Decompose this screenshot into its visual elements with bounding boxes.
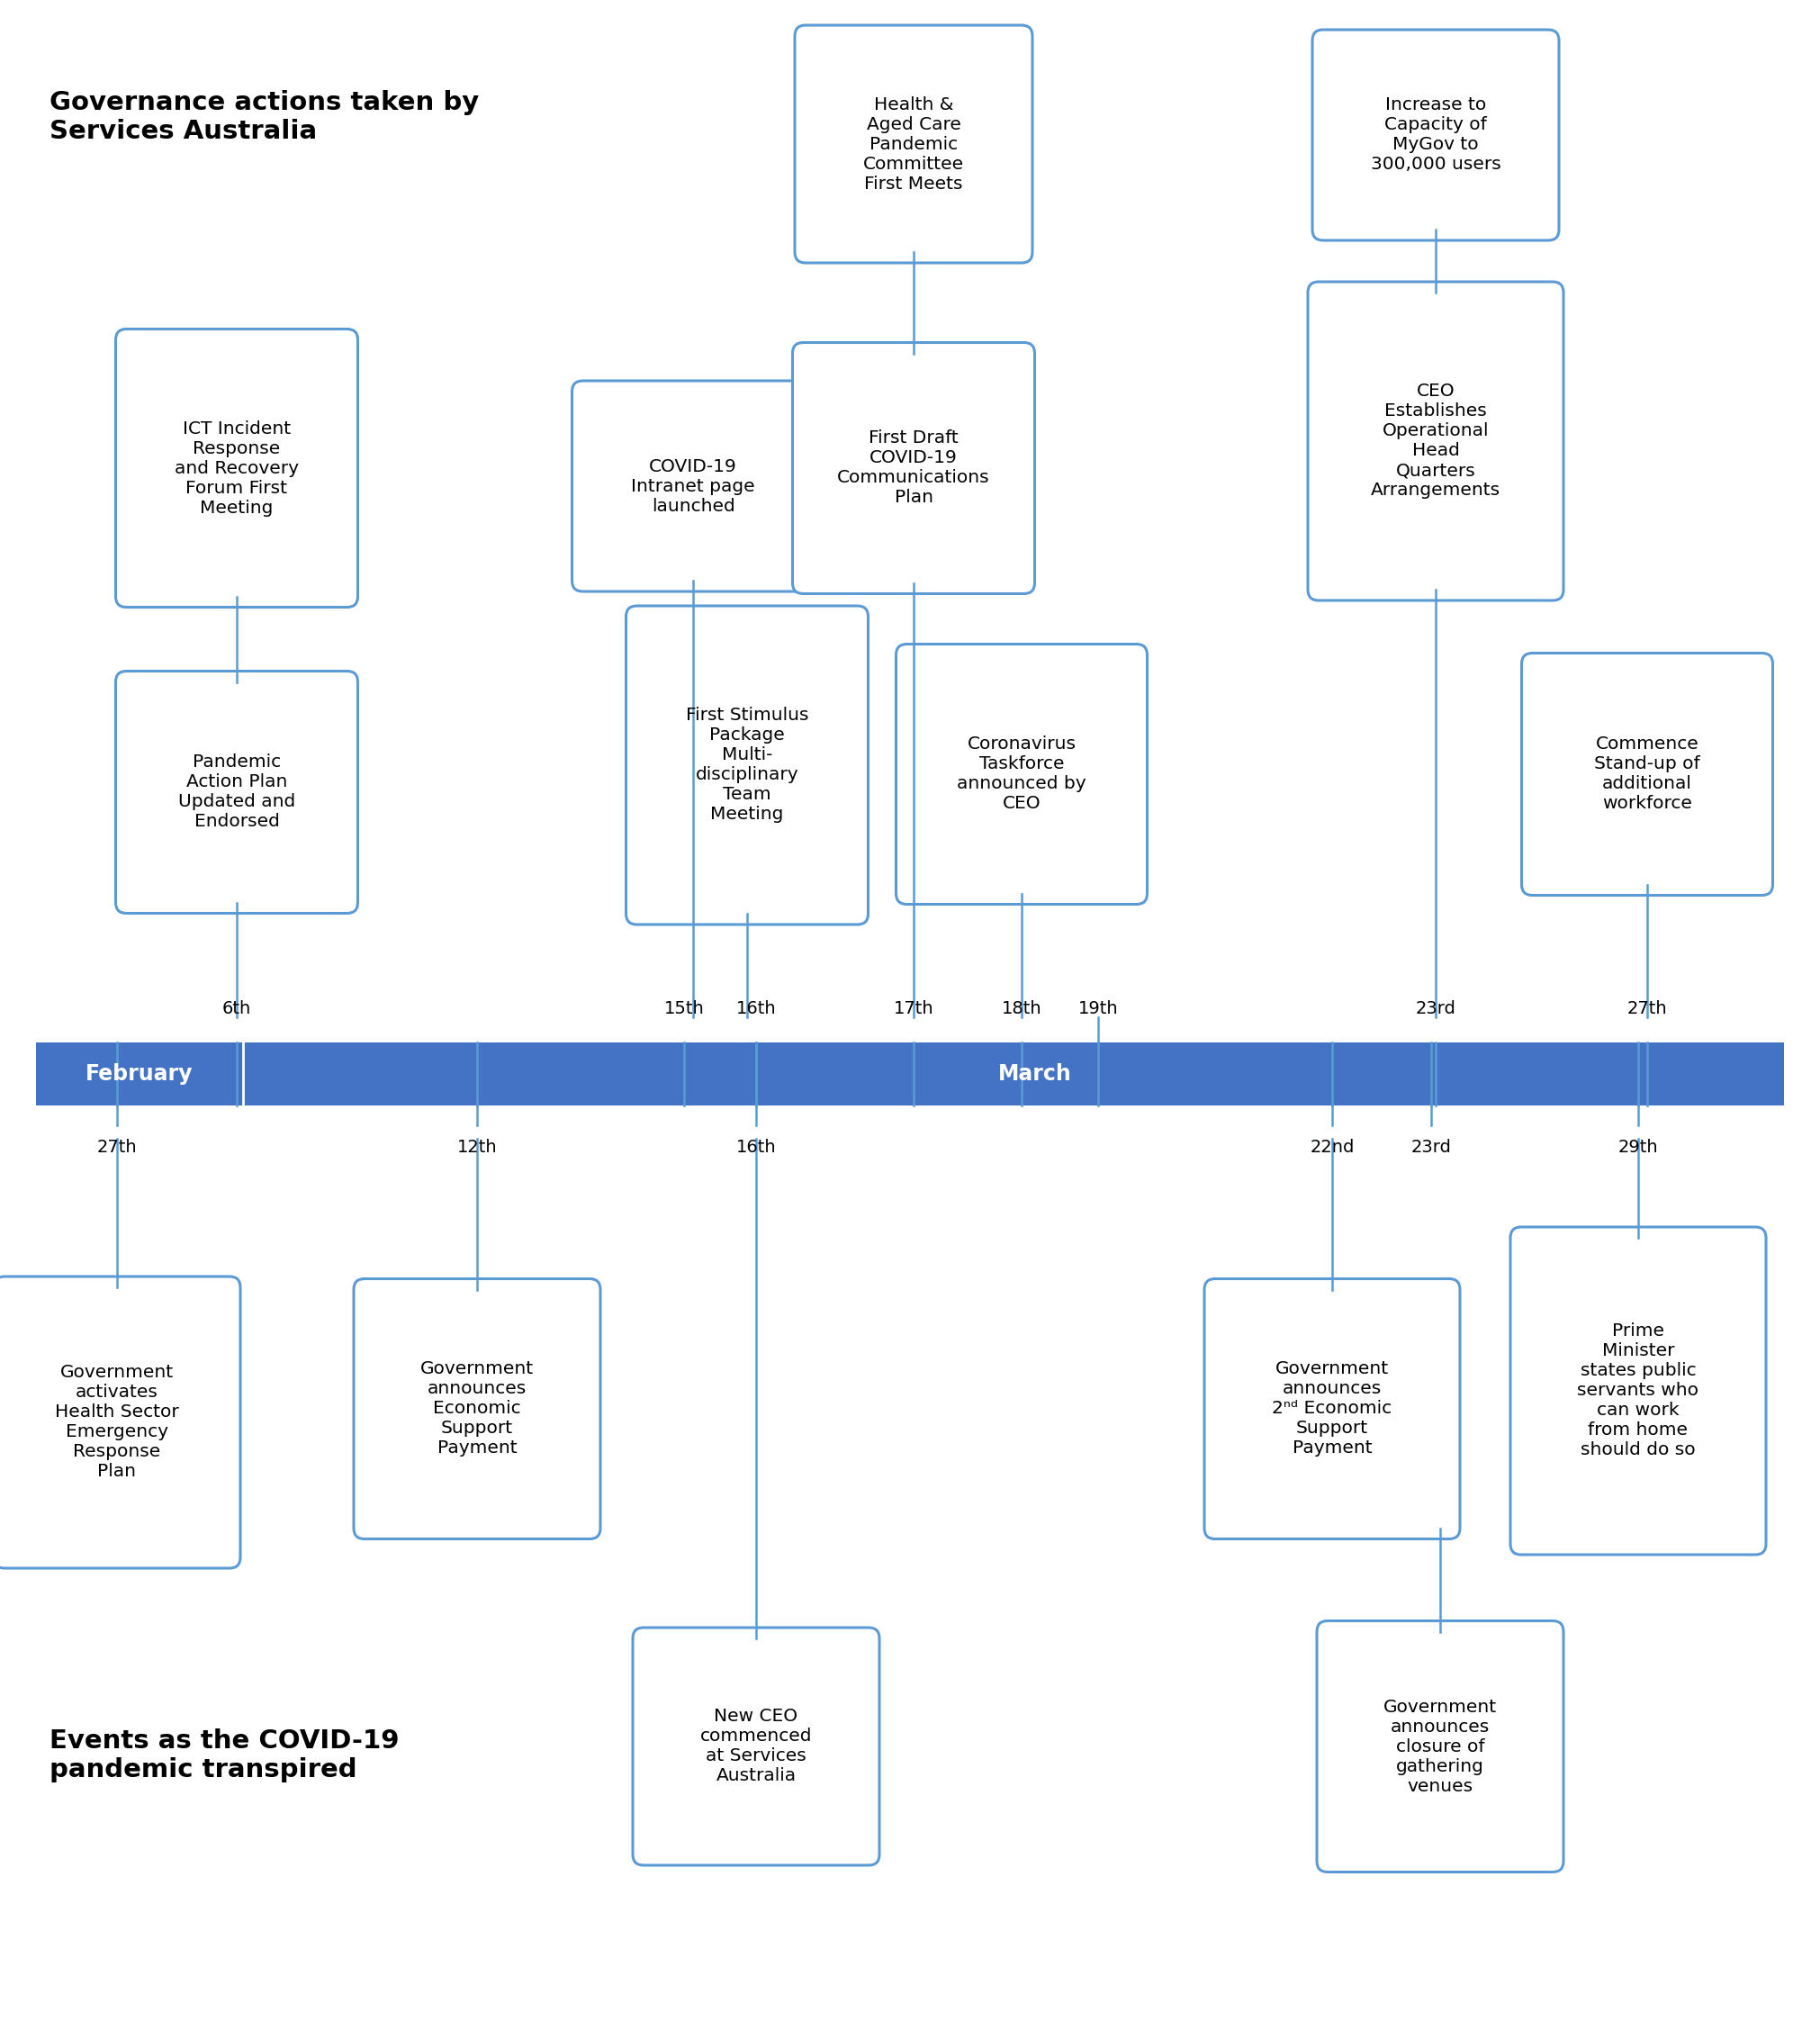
- Text: Governance actions taken by
Services Australia: Governance actions taken by Services Aus…: [49, 90, 479, 145]
- Text: Government
announces
2ⁿᵈ Economic
Support
Payment: Government announces 2ⁿᵈ Economic Suppor…: [1272, 1360, 1392, 1458]
- Text: 16th: 16th: [735, 1138, 775, 1156]
- Text: 27th: 27th: [1627, 1001, 1667, 1017]
- FancyBboxPatch shape: [633, 1627, 879, 1866]
- FancyBboxPatch shape: [571, 381, 814, 591]
- FancyBboxPatch shape: [792, 343, 1034, 593]
- FancyBboxPatch shape: [1318, 1621, 1563, 1872]
- Text: First Stimulus
Package
Multi-
disciplinary
Team
Meeting: First Stimulus Package Multi- disciplina…: [686, 708, 808, 824]
- Text: Prime
Minister
states public
servants who
can work
from home
should do so: Prime Minister states public servants wh…: [1578, 1323, 1698, 1458]
- Text: COVID-19
Intranet page
launched: COVID-19 Intranet page launched: [632, 459, 755, 514]
- Text: March: March: [999, 1062, 1072, 1085]
- FancyBboxPatch shape: [626, 606, 868, 924]
- Text: 12th: 12th: [457, 1138, 497, 1156]
- Text: Pandemic
Action Plan
Updated and
Endorsed: Pandemic Action Plan Updated and Endorse…: [178, 754, 295, 830]
- Text: Commence
Stand-up of
additional
workforce: Commence Stand-up of additional workforc…: [1594, 736, 1700, 812]
- FancyBboxPatch shape: [1522, 652, 1773, 895]
- Text: Events as the COVID-19
pandemic transpired: Events as the COVID-19 pandemic transpir…: [49, 1729, 399, 1782]
- Text: 6th: 6th: [222, 1001, 251, 1017]
- FancyBboxPatch shape: [116, 328, 359, 608]
- Text: 23rd: 23rd: [1410, 1138, 1451, 1156]
- Text: 17th: 17th: [894, 1001, 934, 1017]
- FancyBboxPatch shape: [1511, 1227, 1765, 1554]
- FancyBboxPatch shape: [116, 671, 359, 913]
- Text: New CEO
commenced
at Services
Australia: New CEO commenced at Services Australia: [701, 1709, 812, 1784]
- FancyBboxPatch shape: [1205, 1278, 1460, 1539]
- Text: 18th: 18th: [1001, 1001, 1041, 1017]
- FancyBboxPatch shape: [795, 24, 1032, 263]
- Text: 16th: 16th: [735, 1001, 775, 1017]
- Text: Health &
Aged Care
Pandemic
Committee
First Meets: Health & Aged Care Pandemic Committee Fi…: [863, 96, 965, 192]
- Text: ICT Incident
Response
and Recovery
Forum First
Meeting: ICT Incident Response and Recovery Forum…: [175, 420, 298, 516]
- Text: Government
activates
Health Sector
Emergency
Response
Plan: Government activates Health Sector Emerg…: [55, 1364, 178, 1480]
- FancyBboxPatch shape: [1309, 281, 1563, 599]
- Text: CEO
Establishes
Operational
Head
Quarters
Arrangements: CEO Establishes Operational Head Quarter…: [1370, 383, 1500, 500]
- FancyBboxPatch shape: [36, 1042, 1784, 1105]
- Text: February: February: [86, 1062, 193, 1085]
- Text: 29th: 29th: [1618, 1138, 1658, 1156]
- FancyBboxPatch shape: [895, 644, 1147, 903]
- Text: Government
announces
closure of
gathering
venues: Government announces closure of gatherin…: [1383, 1698, 1496, 1794]
- FancyBboxPatch shape: [353, 1278, 601, 1539]
- Text: Increase to
Capacity of
MyGov to
300,000 users: Increase to Capacity of MyGov to 300,000…: [1370, 96, 1501, 173]
- Text: 23rd: 23rd: [1416, 1001, 1456, 1017]
- Text: 19th: 19th: [1077, 1001, 1117, 1017]
- Text: 15th: 15th: [664, 1001, 704, 1017]
- Text: First Draft
COVID-19
Communications
Plan: First Draft COVID-19 Communications Plan: [837, 430, 990, 506]
- Text: Coronavirus
Taskforce
announced by
CEO: Coronavirus Taskforce announced by CEO: [957, 736, 1087, 812]
- Text: 22nd: 22nd: [1310, 1138, 1354, 1156]
- Text: Government
announces
Economic
Support
Payment: Government announces Economic Support Pa…: [420, 1360, 533, 1458]
- FancyBboxPatch shape: [0, 1276, 240, 1568]
- Text: 27th: 27th: [96, 1138, 136, 1156]
- FancyBboxPatch shape: [1312, 31, 1560, 241]
